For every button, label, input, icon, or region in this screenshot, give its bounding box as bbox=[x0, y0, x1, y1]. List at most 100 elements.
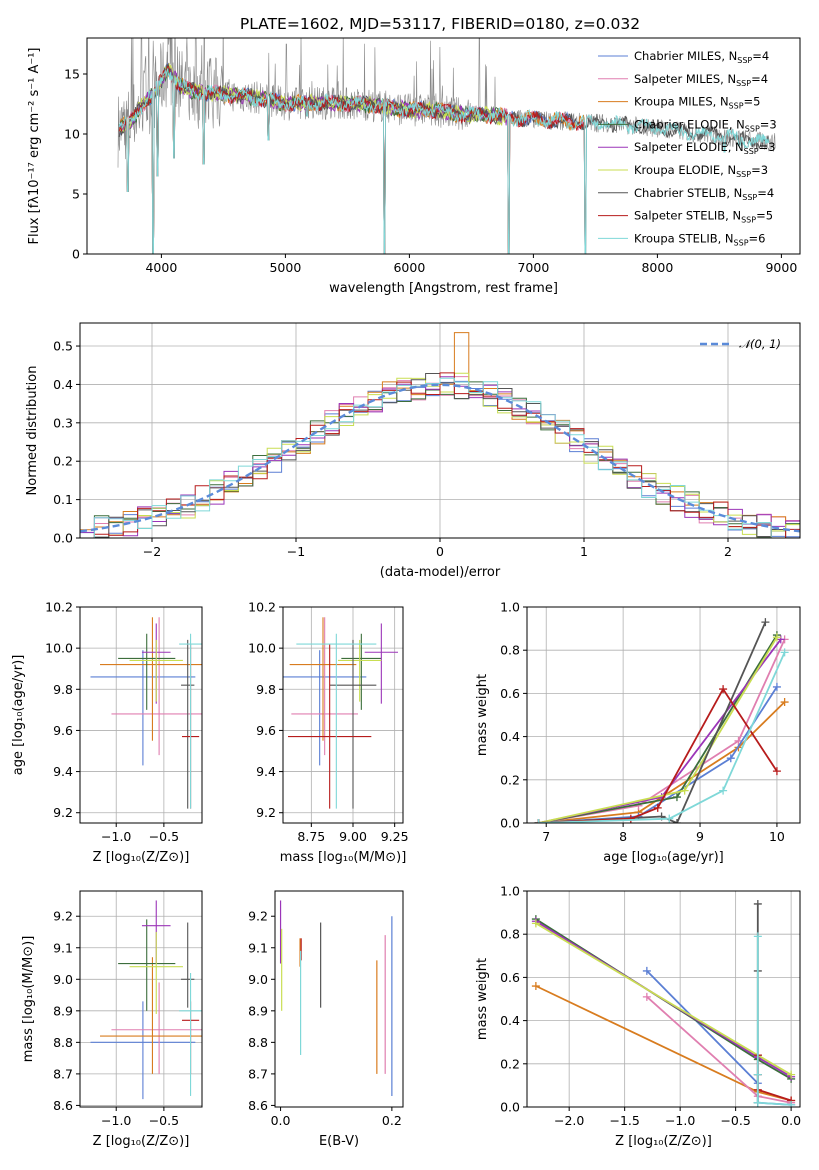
marker-kroupa-stelib bbox=[753, 932, 762, 941]
legend-label-text: Chabrier MILES, N bbox=[634, 49, 737, 63]
spectrum-ytick-label: 5 bbox=[72, 187, 80, 202]
legend-label-subscript: SSP bbox=[744, 147, 759, 156]
mass_weight_vs_age-xtick-label: 9 bbox=[696, 829, 704, 844]
line-kroupa-miles bbox=[535, 985, 792, 1102]
age_vs_mass-xlabel: mass [log₁₀(M/M⊙)] bbox=[280, 850, 407, 865]
residual_histogram-ytick-label: 0.0 bbox=[53, 531, 73, 546]
mass_weight_vs_age-frame bbox=[526, 606, 801, 824]
spectrum-ylabel: Flux [fλ10⁻¹⁷ erg cm⁻² s⁻¹ A⁻¹] bbox=[27, 48, 42, 245]
mass_weight_vs_z-ytick-label: 0.8 bbox=[500, 927, 520, 942]
legend-label-text: Chabrier STELIB, N bbox=[634, 186, 742, 200]
marker-kroupa-stelib bbox=[787, 1100, 796, 1107]
marker-kroupa-miles bbox=[531, 982, 540, 991]
model-spectrum-kroupa-stelib bbox=[118, 68, 770, 254]
line-chabrier-miles bbox=[538, 686, 778, 823]
age_vs_z-ytick-label: 9.2 bbox=[53, 805, 73, 820]
legend-label-salpeter-elodie: Salpeter ELODIE, NSSP=3 bbox=[634, 140, 776, 156]
model-spectrum-kroupa-elodie bbox=[119, 63, 509, 254]
panels: 4000 5000 6000 7000 8000 9000051015wavelength… bbox=[11, 37, 801, 1150]
mass_vs_ebv-ytick-label: 9.2 bbox=[248, 909, 268, 924]
legend-label-subscript: SSP bbox=[736, 79, 751, 88]
mass_weight_vs_age-ytick-label: 1.0 bbox=[500, 600, 520, 615]
age_vs_mass-frame bbox=[282, 606, 404, 824]
legend-label-count: =6 bbox=[749, 231, 766, 245]
mass_vs_ebv-xlabel: E(B-V) bbox=[319, 1134, 359, 1149]
mass_vs_z-ytick-label: 9.1 bbox=[53, 940, 73, 955]
legend-label-subscript: SSP bbox=[736, 170, 751, 179]
age_vs_z-xtick-label: −1.0 bbox=[101, 829, 131, 844]
mass_vs_z-ylabel: mass [log₁₀(M/M⊙)] bbox=[21, 936, 36, 1063]
age_vs_z-xlabel: Z [log₁₀(Z/Z⊙)] bbox=[93, 850, 190, 865]
mass_weight_vs_z-axes: −2.0 −1.5 −1.0 −0.5 0.0 0.0 0.2 0.4 0.6 0.8 1.0 Z [… bbox=[475, 884, 801, 1150]
spectrum-frame bbox=[86, 37, 801, 255]
mass_vs_ebv-ytick-label: 9.1 bbox=[248, 940, 268, 955]
mass_vs_ebv-ytick-label: 8.6 bbox=[248, 1098, 268, 1113]
residual_histogram-ytick-label: 0.1 bbox=[53, 492, 73, 507]
residual_histogram-xtick-label: 1 bbox=[580, 544, 588, 559]
age_vs_mass-xtick-label: 9.00 bbox=[339, 829, 367, 844]
marker-chabrier-stelib bbox=[761, 618, 770, 627]
marker-kroupa-stelib bbox=[665, 814, 674, 823]
legend-label-count: =4 bbox=[752, 49, 769, 63]
spectrum-xtick-label: 5000 bbox=[269, 260, 301, 275]
residual_histogram-xtick-label: −2 bbox=[143, 544, 161, 559]
age_vs_z-ytick-label: 9.4 bbox=[53, 764, 73, 779]
spectrum-plot-area bbox=[117, 38, 776, 254]
marker-kroupa-elodie bbox=[680, 786, 689, 795]
ebv-errorbars bbox=[279, 900, 393, 1096]
legend-label-chabrier-elodie: Chabrier ELODIE, NSSP=3 bbox=[634, 117, 777, 133]
marker-kroupa-stelib bbox=[534, 819, 543, 823]
marker-salpeter-miles bbox=[642, 992, 651, 1001]
histogram-plot-area bbox=[80, 332, 800, 538]
age_vs_z-ylabel: age [log₁₀(age/yr)] bbox=[11, 655, 26, 776]
mass_vs_z-axes: −1.0 −0.5 8.6 8.7 8.8 8.9 9.0 9.1 9.2 Z [log₁₀(Z/… bbox=[21, 891, 202, 1149]
marker-chabrier-elodie bbox=[672, 793, 681, 802]
residual_histogram-axes: −2 −1 0 1 2 0.0 0.1 0.2 0.3 0.4 0.5 (data-model)/er… bbox=[25, 323, 800, 580]
mass_weight_vs_age-xtick-label: 10 bbox=[769, 829, 785, 844]
histogram-kroupa-stelib bbox=[80, 377, 800, 538]
mass_vs_z-xtick-label: −0.5 bbox=[149, 1113, 179, 1128]
mass_vs_ebv-ytick-label: 8.7 bbox=[248, 1066, 268, 1081]
mass_vs_z-ytick-label: 9.0 bbox=[53, 972, 73, 987]
model-spectrum-kroupa-miles bbox=[118, 69, 587, 254]
legend-label-count: =5 bbox=[756, 209, 773, 223]
mass_weight_vs_z-ytick-label: 0.2 bbox=[500, 1056, 520, 1071]
mass_vs_ebv-ytick-label: 9.0 bbox=[248, 972, 268, 987]
spectrum-ytick-label: 15 bbox=[64, 67, 80, 82]
mass_weight_vs_age-ytick-label: 0.2 bbox=[500, 772, 520, 787]
mass_weight_vs_age-ytick-label: 0.8 bbox=[500, 643, 520, 658]
age_vs_z-ytick-label: 9.6 bbox=[53, 723, 73, 738]
spectrum-xlabel: wavelength [Angstrom, rest frame] bbox=[329, 281, 558, 296]
marker-salpeter-stelib bbox=[772, 767, 781, 776]
normal-distribution-curve bbox=[80, 383, 800, 533]
legend-label-text: Chabrier ELODIE, N bbox=[634, 117, 745, 131]
marker-kroupa-elodie bbox=[772, 633, 781, 642]
legend-label-text: Salpeter STELIB, N bbox=[634, 209, 741, 223]
marker-salpeter-miles bbox=[634, 801, 643, 810]
age_vs_z-ytick-label: 9.8 bbox=[53, 682, 73, 697]
legend-label-count: =4 bbox=[757, 186, 774, 200]
age_vs_mass-ytick-label: 10.0 bbox=[248, 641, 276, 656]
marker-salpeter-stelib bbox=[626, 814, 635, 823]
line-chabrier-elodie bbox=[538, 634, 778, 823]
mass_weight_vs_z-ytick-label: 0.6 bbox=[500, 970, 520, 985]
legend-label-normal: 𝒩(0, 1) bbox=[739, 337, 781, 351]
spectrum-legend: Chabrier MILES, N SSP =4 Salpeter MILES, NS… bbox=[598, 49, 777, 247]
spectrum-xtick-label: 4000 bbox=[145, 260, 177, 275]
mass_vs_ebv-ytick-label: 8.9 bbox=[248, 1003, 268, 1018]
legend-label-salpeter-miles: Salpeter MILES, NSSP=4 bbox=[634, 72, 768, 88]
line-chabrier-miles bbox=[646, 970, 792, 1106]
mass_weight_vs_age-lines bbox=[534, 618, 789, 823]
marker-chabrier-miles bbox=[772, 682, 781, 691]
age_vs_mass-xtick-label: 8.75 bbox=[297, 829, 325, 844]
mass_weight_vs_z-xtick-label: −0.5 bbox=[720, 1113, 750, 1128]
mass_weight_vs_age-ytick-label: 0.4 bbox=[500, 729, 520, 744]
marker-kroupa-elodie bbox=[531, 919, 540, 928]
age_vs_z-ytick-label: 10.2 bbox=[45, 600, 73, 615]
line-kroupa-stelib bbox=[756, 936, 792, 1106]
age_vs_mass-ytick-label: 9.4 bbox=[256, 764, 276, 779]
marker-kroupa-stelib bbox=[753, 1098, 762, 1107]
mass_weight_vs_z-lines bbox=[531, 899, 796, 1107]
marker-kroupa-elodie bbox=[787, 1070, 796, 1079]
mass_vs_ebv-frame bbox=[274, 890, 404, 1108]
